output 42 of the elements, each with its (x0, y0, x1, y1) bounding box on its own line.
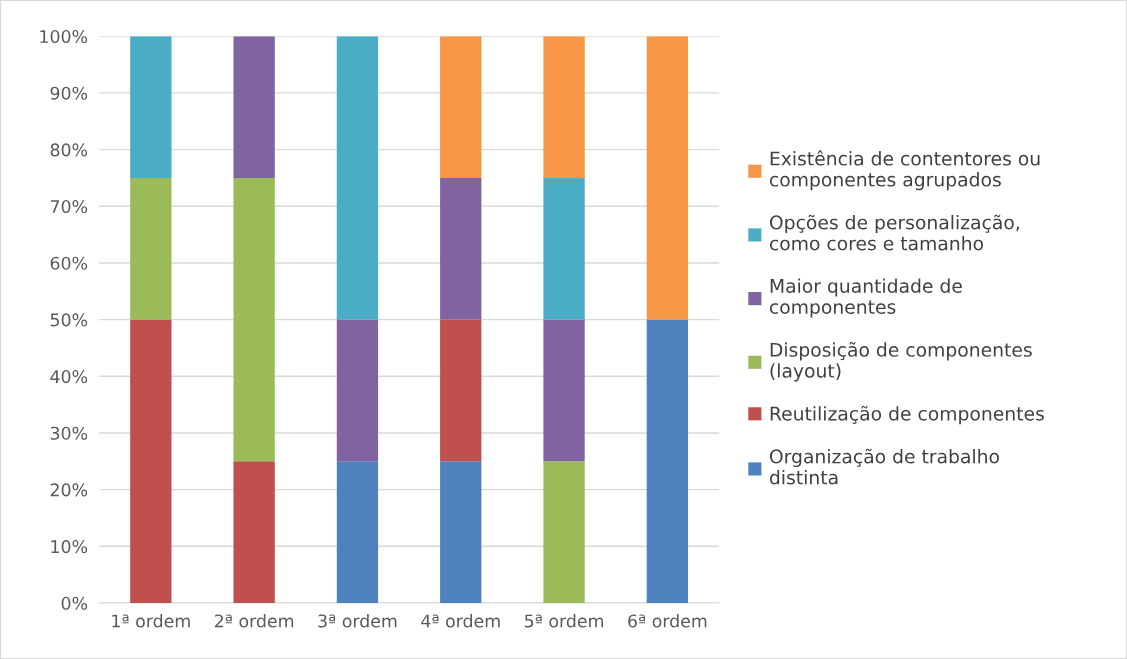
y-tick-label: 100% (40, 29, 88, 44)
y-tick-label: 0% (61, 596, 88, 610)
x-tick-label: 6ª ordem (628, 614, 707, 628)
y-tick-label: 70% (50, 199, 88, 214)
bar (336, 319, 379, 462)
bar (440, 177, 482, 320)
y-tick-label: 30% (50, 426, 88, 440)
bar (646, 319, 689, 603)
bar (233, 461, 275, 603)
legend-label: Maior quantidade de componentes (769, 278, 962, 318)
x-tick-label: 2ª ordem (215, 614, 294, 628)
bar (646, 36, 689, 320)
bar (440, 461, 482, 603)
y-tick-label: 50% (50, 313, 88, 327)
bar (130, 36, 172, 178)
x-tick-label: 5ª ordem (525, 614, 603, 628)
y-tick-label: 90% (50, 86, 88, 100)
bar (543, 319, 585, 462)
bar (440, 36, 482, 178)
legend-label: Disposição de componentes (layout) (770, 341, 1032, 382)
y-tick-label: 60% (50, 256, 88, 270)
y-tick-label: 40% (50, 370, 88, 384)
y-tick-label: 80% (50, 143, 88, 157)
bar (233, 177, 275, 462)
bar (440, 319, 482, 462)
bar (233, 36, 275, 178)
bar (336, 461, 379, 603)
bar (543, 461, 585, 603)
bar (130, 177, 172, 320)
x-tick-label: 3ª ordem (318, 614, 397, 628)
bar (130, 319, 172, 603)
y-tick-label: 20% (50, 483, 88, 497)
bar (543, 177, 585, 320)
legend-label: Opções de personalização, como cores e tamanho (769, 214, 1019, 251)
legend-label: Reutilização de componentes (770, 405, 1044, 425)
legend-label: Organização de trabalho distinta (769, 448, 999, 485)
bar (336, 36, 379, 320)
y-tick-label: 10% (51, 540, 88, 554)
x-tick-label: 1ª ordem (112, 614, 190, 628)
bar (543, 36, 585, 178)
x-tick-label: 4ª ordem (421, 614, 500, 628)
legend-label: Existência de contentores ou componentes agrupados (769, 150, 1040, 191)
